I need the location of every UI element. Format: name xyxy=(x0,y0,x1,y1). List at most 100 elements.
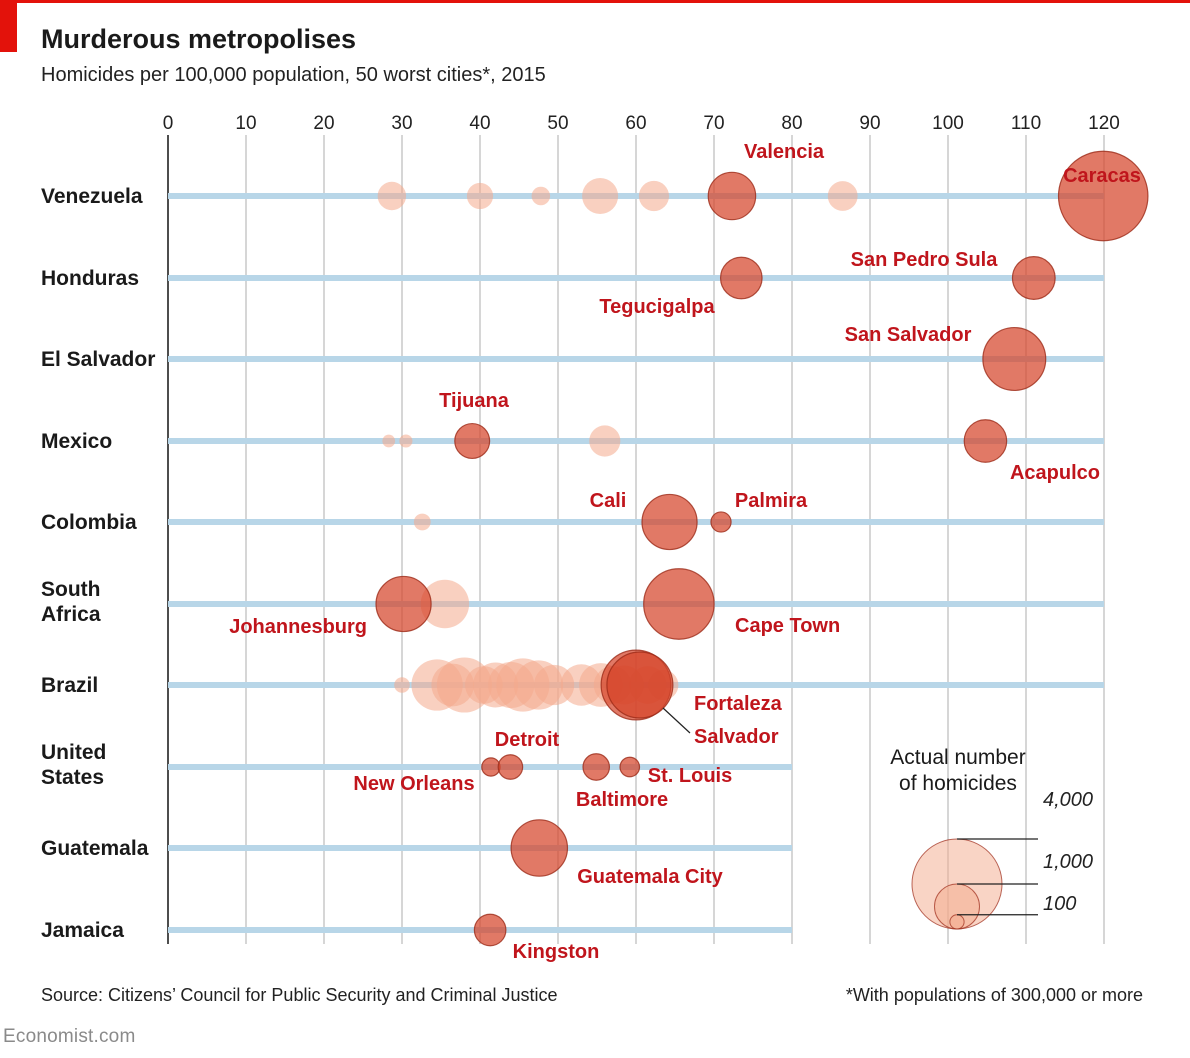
city-label-acapulco: Acapulco xyxy=(1010,462,1100,484)
gridlines xyxy=(167,135,1105,944)
city-label-kingston: Kingston xyxy=(513,941,600,963)
city-bubble-new-orleans xyxy=(481,757,501,777)
x-tick-label: 10 xyxy=(235,113,256,134)
city-label-detroit: Detroit xyxy=(495,729,560,751)
city-label-fortaleza: Fortaleza xyxy=(694,693,783,715)
city-bubble xyxy=(531,186,551,206)
country-row-el-salvador: El Salvador xyxy=(41,326,1104,392)
city-bubble xyxy=(399,434,413,448)
city-label-valencia: Valencia xyxy=(744,141,825,163)
brand-tab xyxy=(0,0,17,52)
x-tick-label: 50 xyxy=(547,113,568,134)
population-footnote: *With populations of 300,000 or more xyxy=(845,985,1143,1005)
city-label-salvador: Salvador xyxy=(694,726,779,748)
country-label: United States xyxy=(41,741,106,789)
country-label-line: Venezuela xyxy=(41,185,143,208)
country-label-line: Honduras xyxy=(41,267,139,290)
country-label-line: Mexico xyxy=(41,430,112,453)
city-label-st-louis: St. Louis xyxy=(648,765,732,787)
country-label: El Salvador xyxy=(41,348,155,371)
size-legend xyxy=(911,838,1038,930)
city-bubble-salvador xyxy=(606,651,674,719)
country-row-mexico: Mexico xyxy=(41,419,1104,463)
city-label-san-salvador: San Salvador xyxy=(845,324,972,346)
x-tick-label: 110 xyxy=(1011,113,1041,134)
city-bubble-cape-town xyxy=(643,568,715,640)
x-tick-label: 0 xyxy=(163,113,174,134)
city-bubble xyxy=(466,182,494,210)
country-label-line: Guatemala xyxy=(41,837,149,860)
city-bubble xyxy=(382,434,396,448)
country-label: Honduras xyxy=(41,267,139,290)
legend-value-label: 1,000 xyxy=(1043,851,1093,873)
city-label-san-pedro-sula: San Pedro Sula xyxy=(851,249,999,271)
country-label: Guatemala xyxy=(41,837,149,860)
city-bubble-cali xyxy=(641,493,698,551)
city-label-johannesburg: Johannesburg xyxy=(229,616,367,638)
x-tick-label: 70 xyxy=(703,113,724,134)
country-label-line: Brazil xyxy=(41,674,98,697)
country-row-guatemala: Guatemala xyxy=(41,819,792,877)
country-label-line: Colombia xyxy=(41,511,137,534)
legend-title-line2: of homicides xyxy=(899,772,1017,795)
city-label-new-orleans: New Orleans xyxy=(353,773,474,795)
country-label: Brazil xyxy=(41,674,98,697)
legend-title-line1: Actual number xyxy=(890,746,1025,769)
country-row-honduras: Honduras xyxy=(41,256,1104,300)
economist-brand: Economist.com xyxy=(3,1026,136,1047)
city-bubble xyxy=(413,513,431,531)
city-bubble-detroit xyxy=(497,754,524,780)
city-bubble-st-louis xyxy=(619,756,641,778)
country-label-line: El Salvador xyxy=(41,348,155,371)
x-tick-label: 40 xyxy=(469,113,490,134)
country-row-jamaica: Jamaica xyxy=(41,913,792,947)
city-bubble xyxy=(377,181,407,211)
city-bubble-valencia xyxy=(707,171,757,221)
city-bubble xyxy=(827,181,858,211)
city-label-tijuana: Tijuana xyxy=(439,390,510,412)
x-tick-label: 90 xyxy=(859,113,880,134)
city-bubble-san-salvador xyxy=(982,326,1047,392)
legend-value-label: 100 xyxy=(1043,893,1076,915)
salvador-leader-line xyxy=(662,707,691,734)
city-bubble-baltimore xyxy=(582,753,611,781)
country-label: South Africa xyxy=(41,578,101,626)
city-bubble-johannesburg xyxy=(375,575,432,633)
city-label-guatemala-city: Guatemala City xyxy=(577,866,723,888)
legend-bubble xyxy=(949,914,965,930)
country-label-line: South xyxy=(41,578,100,601)
country-label: Mexico xyxy=(41,430,112,453)
city-bubble xyxy=(420,579,470,629)
city-bubble xyxy=(638,180,670,212)
city-bubble-kingston xyxy=(473,913,507,947)
chart-subtitle: Homicides per 100,000 population, 50 wor… xyxy=(41,64,546,86)
x-tick-label: 30 xyxy=(391,113,412,134)
country-row-south-africa: South Africa xyxy=(41,568,1104,640)
x-tick-label: 120 xyxy=(1088,113,1120,134)
city-bubble xyxy=(582,178,619,214)
city-label-tegucigalpa: Tegucigalpa xyxy=(599,296,715,318)
city-bubble-guatemala-city xyxy=(510,819,569,877)
top-rule xyxy=(0,0,1190,3)
x-tick-label: 20 xyxy=(313,113,334,134)
city-label-cali: Cali xyxy=(590,490,627,512)
legend-value-label: 4,000 xyxy=(1043,789,1093,811)
city-label-baltimore: Baltimore xyxy=(576,789,668,811)
x-tick-label: 100 xyxy=(932,113,964,134)
country-label-line: Jamaica xyxy=(41,919,124,942)
city-bubble-acapulco xyxy=(963,419,1008,463)
city-bubble xyxy=(589,425,621,457)
country-label: Venezuela xyxy=(41,185,143,208)
city-label-caracas: Caracas xyxy=(1063,165,1141,187)
x-tick-label: 60 xyxy=(625,113,646,134)
chart-title: Murderous metropolises xyxy=(41,24,357,54)
country-label-line: Africa xyxy=(41,603,101,626)
city-bubble-palmira xyxy=(710,511,732,533)
country-label-line: United xyxy=(41,741,106,764)
country-row-brazil: Brazil xyxy=(41,649,1104,721)
city-label-palmira: Palmira xyxy=(735,490,808,512)
city-bubble-tegucigalpa xyxy=(719,256,763,300)
country-row-united-states: United States xyxy=(41,741,792,789)
city-bubble xyxy=(394,677,410,693)
